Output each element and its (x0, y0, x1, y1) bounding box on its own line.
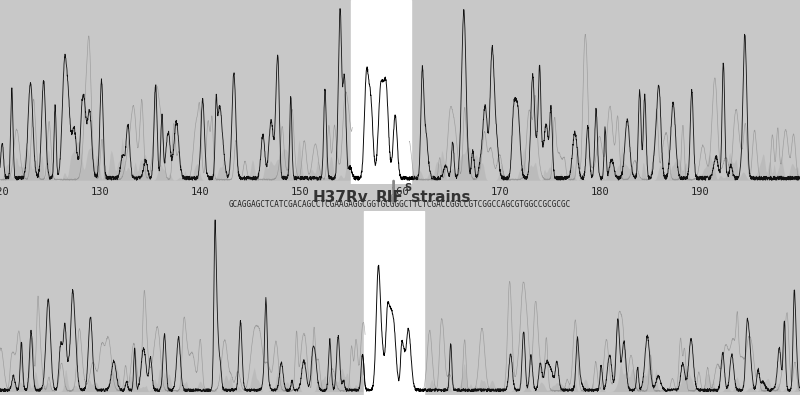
Text: H37Rv: H37Rv (312, 190, 368, 205)
Text: 160: 160 (390, 186, 410, 197)
Text: 190: 190 (690, 186, 710, 197)
Text: RIF: RIF (376, 190, 404, 205)
Text: 120: 120 (0, 186, 10, 197)
Bar (350, 0, 411, 184)
Text: 130: 130 (90, 186, 110, 197)
Text: GCAGGAGCTCATCGACAGCCTCGAAGAGGCGGTGCGGGCTTCTCGACCGGCCGTCGGCCAGCGTGGCCGCGCGC: GCAGGAGCTCATCGACAGCCTCGAAGAGGCGGTGCGGGCT… (229, 201, 571, 209)
Text: 180: 180 (590, 186, 610, 197)
Text: 150: 150 (290, 186, 310, 197)
Text: 140: 140 (190, 186, 210, 197)
Text: 170: 170 (490, 186, 510, 197)
Bar (363, 211, 424, 395)
Text: strains: strains (406, 190, 471, 205)
Text: S: S (404, 182, 411, 193)
